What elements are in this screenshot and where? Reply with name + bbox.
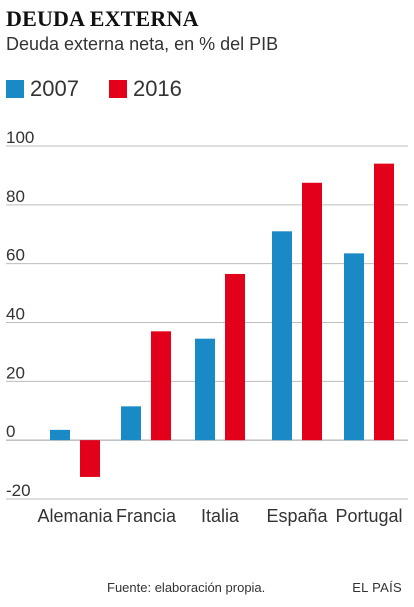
source-note: Fuente: elaboración propia. [107, 580, 266, 595]
bar-2016-españa [302, 182, 322, 441]
legend: 2007 2016 [6, 76, 212, 102]
chart-subtitle: Deuda externa neta, en % del PIB [6, 34, 279, 54]
y-tick-label: 60 [6, 246, 25, 265]
bar-2016-alemania [80, 440, 100, 477]
bar-2007-francia [121, 406, 141, 441]
legend-item-2016: 2016 [108, 76, 182, 102]
publisher-credit: EL PAÍS [352, 580, 402, 595]
legend-item-2007: 2007 [6, 76, 79, 102]
legend-swatch-2016 [108, 80, 127, 98]
y-tick-label: 80 [6, 187, 25, 206]
y-tick-label: 40 [6, 305, 25, 324]
y-tick-label: 100 [6, 128, 34, 147]
x-tick-label: Alemania [37, 506, 113, 526]
bar-2007-portugal [344, 253, 364, 441]
legend-swatch-2007 [6, 80, 24, 98]
y-tick-label: -20 [6, 481, 31, 500]
bar-2007-españa [272, 231, 292, 441]
y-tick-label: 20 [6, 363, 25, 382]
x-tick-label: Italia [201, 506, 240, 526]
bar-2016-portugal [374, 163, 394, 441]
bar-2007-italia [195, 338, 215, 441]
chart-title: DEUDA EXTERNA [6, 6, 199, 31]
legend-label-2016: 2016 [132, 76, 182, 101]
x-tick-label: España [266, 506, 328, 526]
x-tick-label: Francia [116, 506, 177, 526]
bar-2016-francia [151, 331, 171, 441]
legend-label-2007: 2007 [30, 76, 79, 101]
bar-2016-italia [225, 273, 245, 441]
bar-2007-alemania [50, 429, 70, 441]
x-tick-label: Portugal [335, 506, 402, 526]
y-tick-label: 0 [6, 422, 15, 441]
